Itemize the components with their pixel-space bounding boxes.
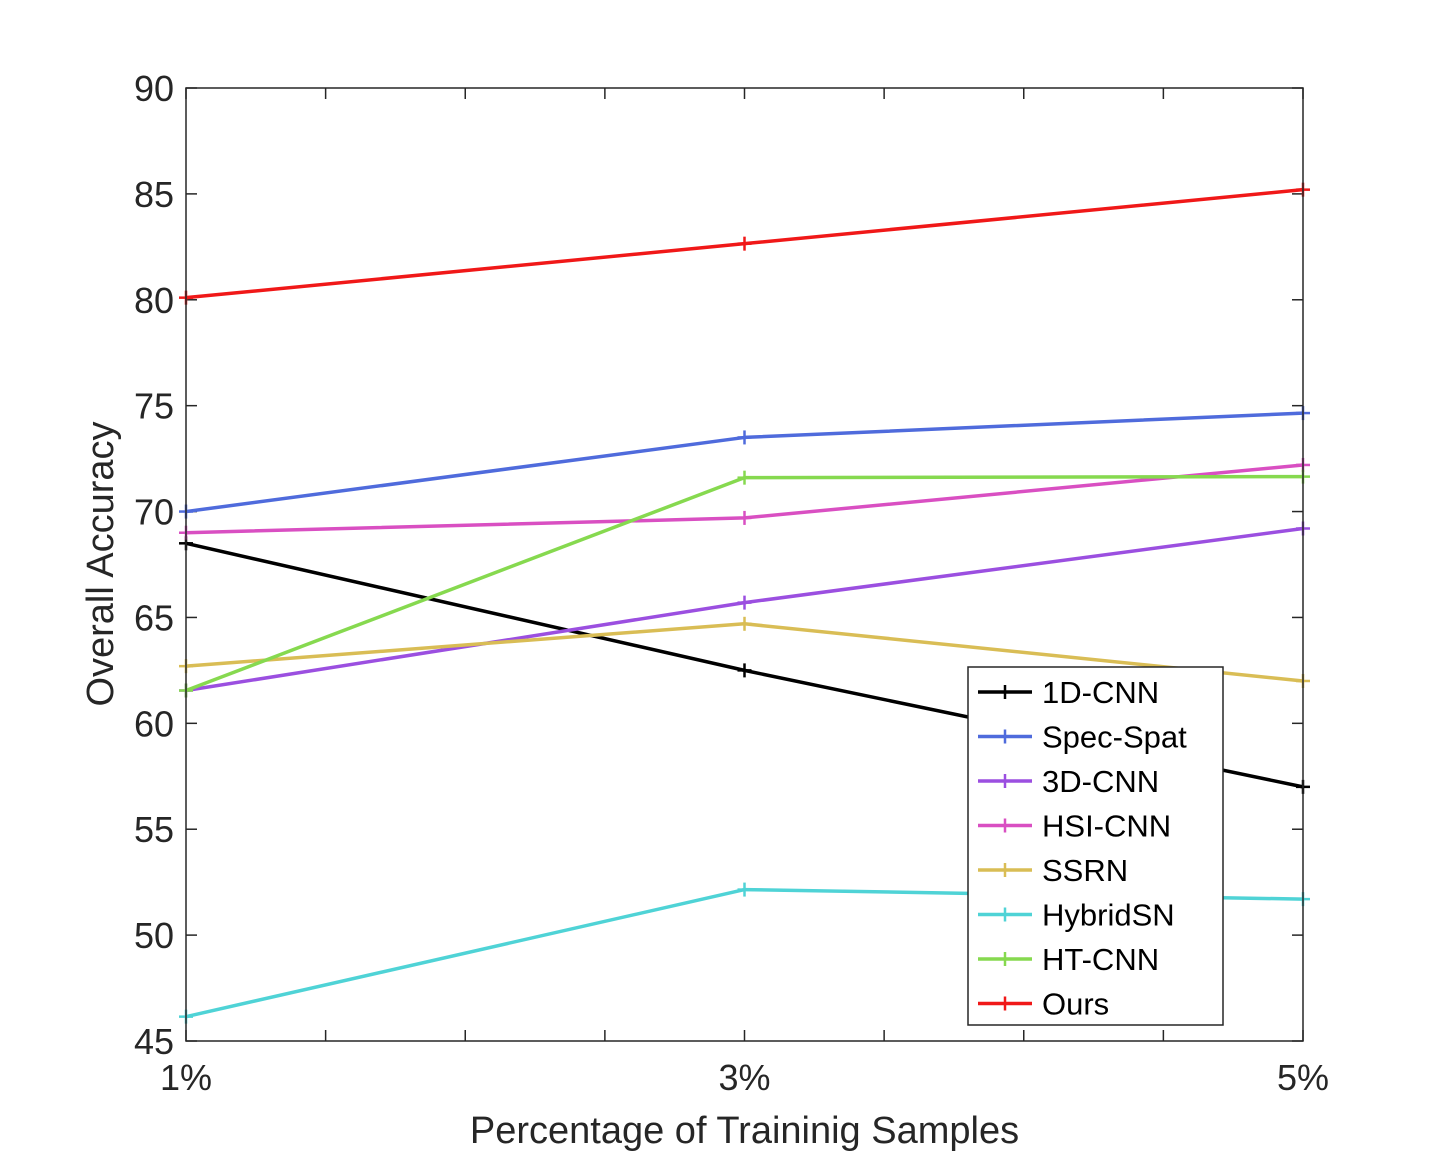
data-point-marker <box>737 470 752 485</box>
y-tick-label: 80 <box>134 280 174 321</box>
legend-box <box>967 666 1224 1026</box>
legend-item: HybridSN <box>978 898 1175 933</box>
legend-label: 1D-CNN <box>1042 675 1159 710</box>
data-point-marker <box>737 882 752 897</box>
legend-label: Spec-Spat <box>1042 720 1187 755</box>
y-tick-label: 45 <box>134 1021 174 1062</box>
y-axis-label: Overall Accuracy <box>80 421 122 706</box>
y-tick-label: 70 <box>134 492 174 533</box>
legend-item: 3D-CNN <box>978 764 1159 799</box>
legend-label: HybridSN <box>1042 898 1175 933</box>
y-tick-label: 65 <box>134 597 174 638</box>
legend-label: 3D-CNN <box>1042 764 1159 799</box>
plot-frame <box>185 87 1304 1042</box>
legend-item: Ours <box>978 987 1109 1022</box>
tick-labels: 45 50 55 60 65 70 75 80 85 90 1% 3% 5% <box>134 68 1329 1098</box>
data-point-marker <box>737 510 752 525</box>
x-tick-label: 3% <box>718 1057 770 1098</box>
data-point-marker <box>737 616 752 631</box>
y-tick-label: 90 <box>134 68 174 109</box>
legend-label: HT-CNN <box>1042 942 1159 977</box>
data-point-marker <box>737 236 752 251</box>
y-tick-label: 75 <box>134 386 174 427</box>
legend-item: HSI-CNN <box>978 809 1171 844</box>
x-tick-label: 5% <box>1277 1057 1329 1098</box>
legend-label: SSRN <box>1042 853 1128 888</box>
data-point-marker <box>737 595 752 610</box>
y-tick-label: 85 <box>134 174 174 215</box>
x-axis-label: Percentage of Traininig Samples <box>470 1110 1019 1152</box>
legend-item: 1D-CNN <box>978 675 1159 710</box>
legend-item: Spec-Spat <box>978 720 1187 755</box>
y-tick-label: 60 <box>134 703 174 744</box>
data-point-marker <box>737 663 752 678</box>
y-tick-label: 55 <box>134 809 174 850</box>
x-tick-label: 1% <box>160 1057 212 1098</box>
legend-label: Ours <box>1042 987 1109 1022</box>
legend-label: HSI-CNN <box>1042 809 1171 844</box>
data-point-marker <box>737 430 752 445</box>
legend-item: SSRN <box>978 853 1128 888</box>
legend: 1D-CNN Spec-Spat 3D-CNN HSI-CNN SSRN HybridSN… <box>967 666 1224 1026</box>
y-tick-label: 50 <box>134 915 174 956</box>
legend-item: HT-CNN <box>978 942 1159 977</box>
